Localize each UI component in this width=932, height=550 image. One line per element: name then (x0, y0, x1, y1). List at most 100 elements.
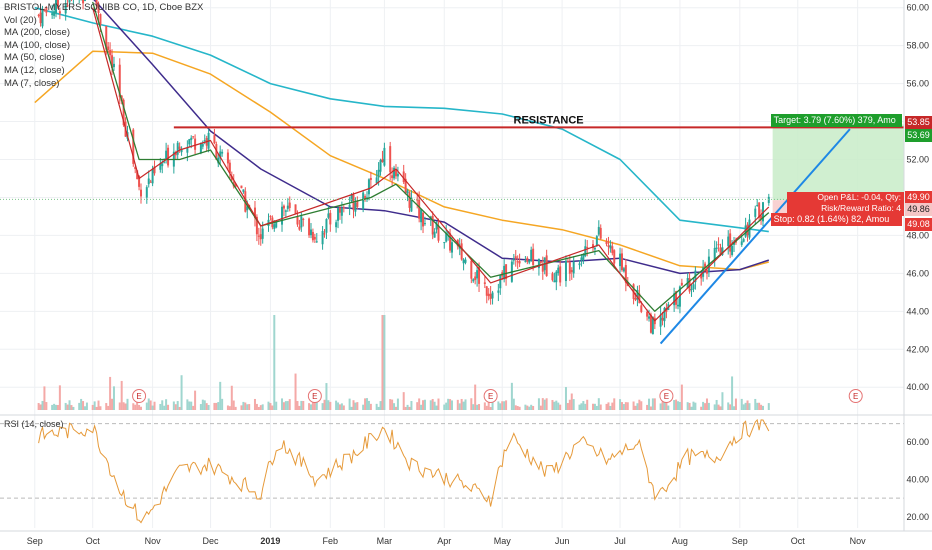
target-label[interactable]: Target: 3.79 (7.60%) 379, Amo (770, 114, 902, 128)
volume-bar (259, 405, 262, 410)
candle-body (526, 257, 529, 262)
resistance-price-box: 53.69 (905, 129, 932, 143)
stop-label[interactable]: Stop: 0.82 (1.64%) 82, Amou (770, 212, 902, 226)
volume-bar (165, 399, 168, 410)
candle-body (201, 144, 204, 147)
volume-bar (673, 400, 676, 410)
volume-bar (45, 402, 48, 410)
earnings-letter: E (488, 392, 493, 401)
volume-bar (188, 401, 191, 410)
candle-body (381, 158, 384, 162)
candle-body (165, 150, 168, 160)
volume-bar (646, 404, 649, 410)
volume-bar (70, 405, 73, 410)
y-tick-label: 46.00 (906, 268, 929, 278)
legend-vol[interactable]: Vol (20) (4, 14, 37, 26)
volume-bar (648, 398, 651, 410)
candle-body (572, 261, 575, 274)
candle-body (159, 163, 162, 170)
candle-body (420, 209, 423, 223)
legend-ma200[interactable]: MA (200, close) (4, 27, 70, 39)
candle-body (246, 206, 249, 211)
y-tick-label: 52.00 (906, 155, 929, 165)
x-tick-label: Apr (437, 536, 451, 546)
legend-ma12[interactable]: MA (12, close) (4, 64, 65, 76)
candle-body (275, 221, 278, 228)
candle-body (756, 204, 759, 206)
volume-bar (126, 398, 129, 410)
candle-body (99, 14, 102, 25)
candle-body (43, 10, 46, 12)
rsi-tick-label: 60.00 (906, 437, 929, 447)
candle-body (470, 260, 473, 279)
volume-bar (435, 405, 438, 410)
volume-bar (354, 402, 357, 410)
rsi-panel: 20.00 40.00 60.00 RSI (14, close) (0, 418, 929, 524)
volume-bar (416, 402, 419, 410)
volume-bar (72, 406, 75, 410)
volume-bar (85, 402, 88, 410)
candle-body (354, 202, 357, 212)
candle-body (122, 99, 125, 126)
volume-bar (570, 393, 573, 410)
candle-body (342, 207, 345, 209)
volume-bar (582, 401, 585, 410)
volume-bar (449, 399, 452, 410)
candle-body (489, 293, 492, 300)
volume-bar (663, 398, 666, 410)
candle-body (740, 241, 743, 245)
candle-body (611, 246, 614, 254)
volume-bar (528, 406, 531, 410)
volume-bar (375, 403, 378, 410)
legend-ma100[interactable]: MA (100, close) (4, 39, 70, 51)
volume-bar (140, 406, 143, 410)
candle-body (51, 13, 54, 16)
candle-body (240, 185, 243, 189)
candle-body (744, 225, 747, 237)
candle-body (97, 4, 100, 14)
candle-body (230, 176, 233, 181)
candle-body (505, 264, 508, 279)
volume-bar (649, 406, 652, 410)
volume-bar (553, 401, 556, 410)
volume-bar (447, 398, 450, 410)
pnl-label[interactable]: Open P&L: -0.04, Qty: Risk/Reward Ratio:… (786, 192, 904, 217)
volume-bar (174, 404, 177, 410)
legend-ma50[interactable]: MA (50, close) (4, 52, 65, 64)
candle-body (174, 152, 177, 156)
candle-body (163, 161, 166, 163)
legend-ma7[interactable]: MA (7, close) (4, 77, 60, 89)
volume-bar (145, 402, 148, 410)
earnings-marker (307, 389, 322, 403)
volume-bar (105, 403, 108, 410)
x-tick-label: Dec (203, 536, 220, 546)
y-tick-label: 56.00 (906, 79, 929, 89)
candle-body (485, 286, 488, 296)
candle-body (622, 268, 625, 272)
volume-bar (176, 401, 179, 410)
volume-bar (41, 400, 44, 410)
symbol-title[interactable]: BRISTOL-MYERS SQUIBB CO, 1D, Cboe BZX (4, 2, 204, 13)
candle-body (281, 206, 284, 225)
candle-body (487, 293, 490, 297)
volume-bar (43, 386, 46, 410)
candle-body (761, 202, 764, 222)
rsi-tick-label: 20.00 (906, 512, 929, 522)
volume-bar (609, 405, 612, 410)
candle-body (597, 226, 600, 235)
volume-bar (389, 399, 392, 410)
volume-bar (758, 402, 761, 410)
x-tick-label: Nov (145, 536, 162, 546)
volume-bar (261, 404, 264, 410)
trend-line[interactable] (659, 128, 851, 345)
volume-bar (167, 404, 170, 410)
volume-bar (219, 381, 222, 410)
volume-bar (592, 403, 595, 410)
candle-body (418, 199, 421, 219)
candle-body (634, 298, 637, 301)
volume-bar (356, 402, 359, 410)
volume-bar (199, 404, 202, 410)
candle-body (729, 233, 732, 252)
target-price-box: 53.85 (905, 116, 932, 130)
